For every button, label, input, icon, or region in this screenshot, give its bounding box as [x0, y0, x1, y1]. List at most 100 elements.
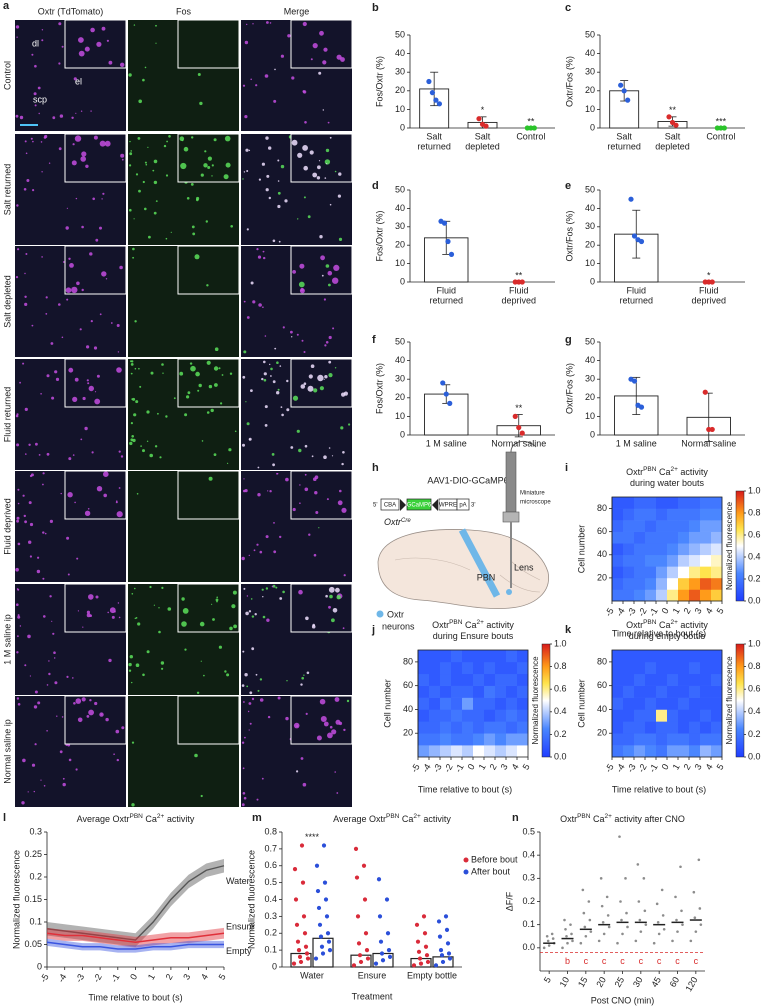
chart-title-part: Ca	[143, 814, 157, 824]
x-tick-label: deprived	[501, 295, 536, 305]
cell-dot	[167, 607, 172, 611]
heatmap-cell	[517, 709, 529, 722]
heatmap-cell	[656, 650, 668, 663]
row-label: Fluid returned	[2, 387, 12, 443]
heatmap-cell	[689, 661, 701, 675]
heatmap-cell	[506, 685, 518, 698]
chart-title-part: Average Oxtr	[77, 814, 130, 824]
cell-dot	[24, 520, 27, 524]
heatmap-cell	[451, 709, 463, 722]
y-tick-label: 0	[37, 961, 42, 971]
cell-dot	[332, 608, 338, 613]
cell-dot	[300, 384, 306, 389]
cell-dot	[128, 662, 132, 667]
x-tick-label: Water	[300, 970, 324, 980]
chart-title-part: during empty bottle	[629, 631, 706, 641]
data-point	[320, 951, 326, 956]
data-point	[421, 914, 427, 919]
cell-dot	[75, 197, 78, 200]
x-tick-label: -1	[453, 762, 466, 774]
heatmap-cell	[429, 685, 441, 698]
cell-dot	[37, 86, 41, 90]
cell-dot	[159, 456, 162, 459]
microscope	[505, 451, 517, 513]
cell-dot	[152, 169, 155, 172]
colorbar-tick-label: 0.8	[748, 661, 761, 671]
heatmap-cell	[506, 661, 518, 675]
heatmap-cell	[711, 508, 723, 521]
cell-dot	[153, 159, 158, 164]
data-point	[446, 951, 452, 956]
heatmap-cell	[612, 508, 624, 521]
cell-dot	[46, 374, 50, 378]
heatmap-cell	[656, 697, 668, 710]
cell-dot	[205, 220, 208, 223]
data-point	[662, 928, 666, 931]
cell-dot	[26, 179, 30, 182]
y-tick-label: 50	[585, 29, 595, 39]
heatmap-cell	[473, 721, 485, 734]
heatmap-cell	[484, 721, 496, 734]
x-tick-label: 0	[660, 762, 671, 771]
cell-dot	[331, 455, 334, 457]
cell-dot	[68, 367, 74, 373]
cell-dot	[276, 391, 280, 395]
cell-dot	[264, 74, 269, 78]
data-point	[445, 941, 451, 946]
heatmap-cell	[700, 745, 712, 758]
x-tick-label: 30	[631, 975, 645, 989]
x-tick-label: -4	[420, 762, 433, 774]
cell-dot	[43, 615, 46, 618]
cell-dot	[258, 178, 261, 181]
column-header: Fos	[176, 6, 192, 16]
y-tick-label: 0	[400, 429, 405, 439]
cell-dot	[15, 114, 19, 118]
heatmap-cell	[689, 566, 701, 579]
heatmap-cell	[612, 733, 624, 746]
heatmap-cell	[440, 697, 452, 710]
cell-dot	[136, 493, 139, 495]
cell-dot	[300, 757, 304, 760]
y-axis-label: Fos/Oxtr (%)	[374, 363, 384, 414]
cell-dot	[17, 502, 20, 505]
cell-dot	[41, 39, 44, 42]
mouse-gene: Oxtr	[384, 517, 402, 527]
cell-dot	[324, 159, 331, 165]
cell-dot	[60, 492, 62, 495]
heatmap-cell	[667, 697, 679, 710]
cell-dot	[329, 725, 333, 729]
cell-dot	[130, 372, 133, 375]
chart-title-part: PBN	[643, 619, 657, 626]
cell-dot	[144, 66, 147, 69]
data-point	[631, 233, 638, 239]
construct-part: CBA	[384, 503, 396, 509]
cell-dot	[58, 22, 62, 26]
cell-dot	[149, 585, 152, 589]
heatmap-cell	[689, 685, 701, 698]
cell-dot	[265, 188, 269, 192]
cell-dot	[312, 172, 318, 178]
cell-dot	[31, 189, 35, 192]
data-point	[302, 931, 308, 936]
cell-dot	[15, 567, 19, 572]
x-tick-label: -2	[91, 972, 104, 984]
cell-dot	[182, 608, 189, 614]
heatmap-cell	[678, 733, 690, 746]
cell-dot	[135, 663, 140, 667]
data-point	[551, 937, 555, 940]
heatmap-cell	[645, 543, 657, 556]
cell-dot	[179, 371, 184, 376]
heatmap-cell	[429, 697, 441, 710]
cell-dot	[201, 440, 204, 442]
cell-dot	[101, 198, 103, 200]
heatmap-cell	[462, 673, 474, 686]
significance: ***	[716, 116, 727, 126]
cell-dot	[291, 76, 295, 80]
heatmap-cell	[689, 650, 701, 663]
cell-dot	[242, 84, 246, 87]
cell-dot	[325, 264, 330, 268]
cell-dot	[271, 585, 274, 588]
cell-dot	[66, 298, 69, 301]
x-tick-label: Normal saline	[491, 438, 546, 448]
heatmap-cell	[623, 566, 635, 579]
